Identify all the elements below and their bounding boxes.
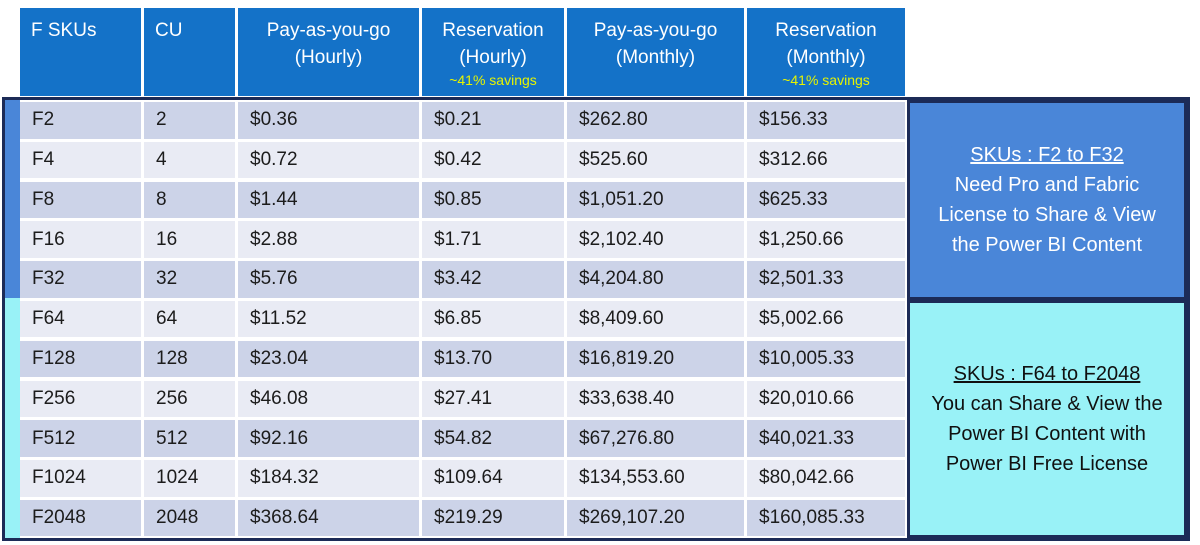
- table-cell-F2048-col2: $368.64: [238, 499, 419, 537]
- table-cell-F32-col2: $5.76: [238, 261, 419, 298]
- table-cell-F8-col2: $1.44: [238, 181, 419, 219]
- column-header-sublabel: (Hourly): [459, 47, 527, 68]
- table-cell-F512-col4: $67,276.80: [567, 420, 744, 457]
- table-cell-F2-col4: $262.80: [567, 102, 744, 139]
- table-cell-F256-col5: $20,010.66: [747, 380, 905, 418]
- column-header-label: CU: [155, 20, 183, 41]
- table-cell-F128-col4: $16,819.20: [567, 340, 744, 378]
- table-cell-F512-col0: F512: [20, 420, 141, 457]
- group-strip-f64-f2048: [5, 298, 20, 538]
- table-cell-F16-col4: $2,102.40: [567, 221, 744, 258]
- table-cell-F32-col4: $4,204.80: [567, 261, 744, 298]
- table-cell-F16-col5: $1,250.66: [747, 221, 905, 258]
- table-cell-F2048-col0: F2048: [20, 499, 141, 537]
- table-cell-F8-col1: 8: [144, 181, 235, 219]
- table-cell-F4-col1: 4: [144, 141, 235, 179]
- column-header-label: Pay-as-you-go: [266, 20, 391, 41]
- table-cell-F8-col5: $625.33: [747, 181, 905, 219]
- column-header-label: Reservation: [442, 20, 544, 41]
- table-cell-F2048-col3: $219.29: [422, 499, 564, 537]
- table-cell-F64-col1: 64: [144, 300, 235, 338]
- table-cell-F4-col3: $0.42: [422, 141, 564, 179]
- table-cell-F1024-col0: F1024: [20, 460, 141, 497]
- table-cell-F2048-col1: 2048: [144, 499, 235, 537]
- table-cell-F16-col3: $1.71: [422, 221, 564, 258]
- table-cell-F16-col0: F16: [20, 221, 141, 258]
- table-cell-F16-col1: 16: [144, 221, 235, 258]
- table-cell-F32-col5: $2,501.33: [747, 261, 905, 298]
- note-f2-f32: SKUs : F2 to F32 Need Pro and Fabric Lic…: [907, 100, 1187, 300]
- table-cell-F2-col2: $0.36: [238, 102, 419, 139]
- table-cell-F512-col2: $92.16: [238, 420, 419, 457]
- column-header-payg-monthly: Pay-as-you-go (Monthly): [567, 8, 744, 96]
- table-cell-F8-col0: F8: [20, 181, 141, 219]
- table-cell-F512-col1: 512: [144, 420, 235, 457]
- table-cell-F2-col5: $156.33: [747, 102, 905, 139]
- table-cell-F8-col4: $1,051.20: [567, 181, 744, 219]
- note-f64-f2048: SKUs : F64 to F2048 You can Share & View…: [907, 300, 1187, 538]
- savings-badge: ~41% savings: [782, 72, 870, 88]
- table-cell-F16-col2: $2.88: [238, 221, 419, 258]
- table-cell-F64-col3: $6.85: [422, 300, 564, 338]
- table-cell-F128-col3: $13.70: [422, 340, 564, 378]
- table-cell-F512-col3: $54.82: [422, 420, 564, 457]
- table-cell-F512-col5: $40,021.33: [747, 420, 905, 457]
- table-cell-F32-col1: 32: [144, 261, 235, 298]
- table-body-frame: F2 2 $0.36 $0.21 $262.80 $156.33 F4 4 $0.72 $0.42…: [2, 97, 1190, 541]
- pricing-table-grid: F2 2 $0.36 $0.21 $262.80 $156.33 F4 4 $0.72 $0.42…: [20, 102, 905, 537]
- table-cell-F2-col1: 2: [144, 102, 235, 139]
- table-cell-F1024-col1: 1024: [144, 460, 235, 497]
- table-cell-F4-col4: $525.60: [567, 141, 744, 179]
- column-header-reservation-hourly: Reservation (Hourly) ~41% savings: [422, 8, 564, 96]
- table-cell-F4-col5: $312.66: [747, 141, 905, 179]
- table-cell-F1024-col3: $109.64: [422, 460, 564, 497]
- table-cell-F32-col3: $3.42: [422, 261, 564, 298]
- column-header-label: Pay-as-you-go: [593, 20, 718, 41]
- savings-badge: ~41% savings: [449, 72, 537, 88]
- note-title: SKUs : F64 to F2048: [953, 363, 1141, 385]
- table-cell-F64-col2: $11.52: [238, 300, 419, 338]
- table-cell-F256-col1: 256: [144, 380, 235, 418]
- table-cell-F64-col4: $8,409.60: [567, 300, 744, 338]
- table-cell-F4-col0: F4: [20, 141, 141, 179]
- table-cell-F256-col0: F256: [20, 380, 141, 418]
- note-title: SKUs : F2 to F32: [970, 144, 1124, 166]
- note-body: You can Share & View the Power BI Conten…: [931, 393, 1163, 475]
- table-cell-F2-col3: $0.21: [422, 102, 564, 139]
- column-header-cu: CU: [144, 8, 235, 96]
- table-cell-F1024-col2: $184.32: [238, 460, 419, 497]
- column-header-reservation-monthly: Reservation (Monthly) ~41% savings: [747, 8, 905, 96]
- table-cell-F128-col1: 128: [144, 340, 235, 378]
- table-cell-F8-col3: $0.85: [422, 181, 564, 219]
- table-cell-F128-col0: F128: [20, 340, 141, 378]
- column-header-sublabel: (Monthly): [615, 47, 696, 68]
- table-cell-F2-col0: F2: [20, 102, 141, 139]
- column-header-label: F SKUs: [31, 20, 97, 41]
- table-cell-F2048-col4: $269,107.20: [567, 499, 744, 537]
- column-header-f-skus: F SKUs: [20, 8, 141, 96]
- column-header-label: Reservation: [775, 20, 877, 41]
- table-cell-F256-col4: $33,638.40: [567, 380, 744, 418]
- table-cell-F256-col2: $46.08: [238, 380, 419, 418]
- group-strip-f2-f32: [5, 100, 20, 298]
- column-header-sublabel: (Hourly): [294, 47, 363, 68]
- table-cell-F64-col5: $5,002.66: [747, 300, 905, 338]
- table-cell-F128-col5: $10,005.33: [747, 340, 905, 378]
- table-cell-F1024-col4: $134,553.60: [567, 460, 744, 497]
- table-cell-F1024-col5: $80,042.66: [747, 460, 905, 497]
- table-cell-F2048-col5: $160,085.33: [747, 499, 905, 537]
- note-body: Need Pro and Fabric License to Share & V…: [938, 174, 1156, 256]
- table-cell-F32-col0: F32: [20, 261, 141, 298]
- table-cell-F256-col3: $27.41: [422, 380, 564, 418]
- column-header-payg-hourly: Pay-as-you-go (Hourly): [238, 8, 419, 96]
- column-header-sublabel: (Monthly): [786, 47, 866, 68]
- table-cell-F4-col2: $0.72: [238, 141, 419, 179]
- table-cell-F128-col2: $23.04: [238, 340, 419, 378]
- table-cell-F64-col0: F64: [20, 300, 141, 338]
